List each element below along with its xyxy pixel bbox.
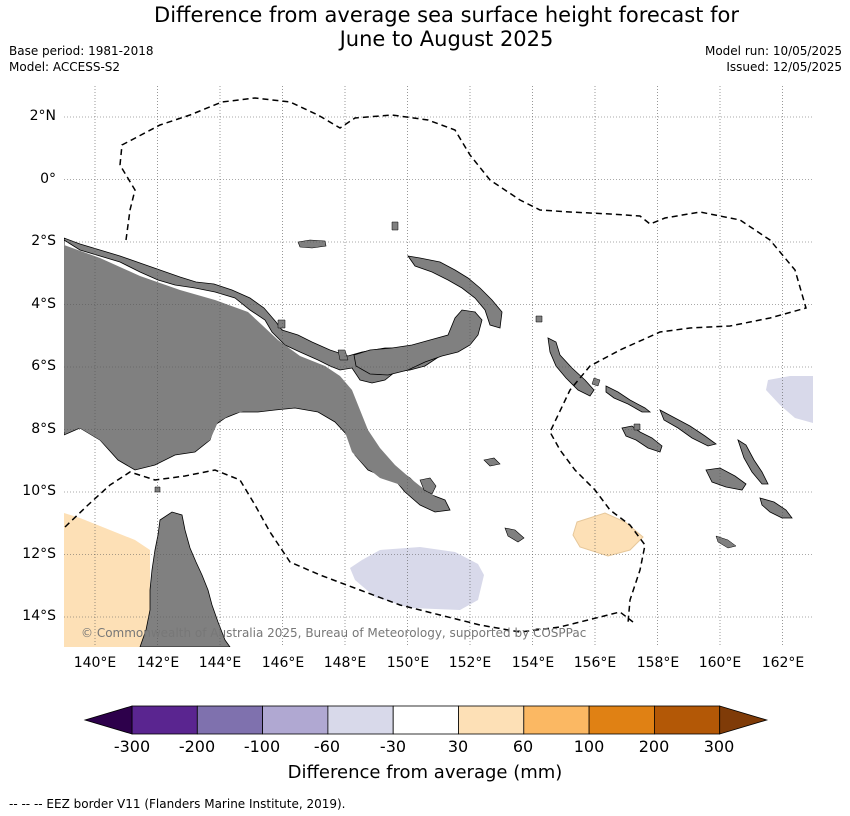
colorbar-label: Difference from average (mm) <box>287 762 563 783</box>
colorbar-tick: 300 <box>703 737 735 756</box>
land-new-britain <box>353 309 483 376</box>
lat-label: 4°S <box>31 296 56 312</box>
colorbar-bin <box>327 705 394 735</box>
lat-label: 14°S <box>22 608 56 624</box>
colorbar-tick: -100 <box>243 737 281 756</box>
colorbar-tick: 100 <box>573 737 605 756</box>
land-santa-isabel <box>659 409 717 447</box>
land-guadalcanal <box>705 467 747 491</box>
model-run: Model run: 10/05/2025 <box>704 44 842 58</box>
colorbar-tick: 60 <box>512 737 534 756</box>
land-choiseul <box>605 385 652 413</box>
map-panel <box>64 86 813 647</box>
land-new-ireland <box>407 255 503 329</box>
lon-label: 160°E <box>698 655 742 671</box>
land-manus <box>297 239 327 249</box>
base-period: Base period: 1981-2018 <box>9 44 154 58</box>
lat-label: 12°S <box>22 546 56 562</box>
eez-footnote: -- -- -- EEZ border V11 (Flanders Marine… <box>9 797 346 811</box>
colorbar-bin <box>262 705 329 735</box>
colorbar-tick: -60 <box>313 737 341 756</box>
colorbar-bin <box>588 705 655 735</box>
colorbar-bin <box>458 705 525 735</box>
colorbar-tick: 200 <box>638 737 670 756</box>
lat-label: 10°S <box>22 483 56 499</box>
lon-label: 148°E <box>323 655 367 671</box>
colorbar-bin <box>392 705 459 735</box>
colorbar-under-arrow <box>83 705 133 735</box>
lon-label: 150°E <box>386 655 430 671</box>
colorbar-over-arrow <box>719 705 769 735</box>
colorbar-tick: -200 <box>178 737 216 756</box>
model-name: Model: ACCESS-S2 <box>9 60 121 74</box>
lon-label: 162°E <box>761 655 805 671</box>
colorbar-bin <box>131 705 198 735</box>
lon-label: 140°E <box>73 655 117 671</box>
colorbar-tick: -300 <box>113 737 151 756</box>
title-line-2: June to August 2025 <box>339 27 554 51</box>
lat-label: 2°S <box>31 233 56 249</box>
land-cape-york <box>139 511 231 647</box>
land-rossel <box>504 527 525 543</box>
negative-anomaly-southeast <box>766 376 813 423</box>
positive-anomaly-southwest <box>64 513 150 647</box>
lat-label: 2°N <box>29 108 56 124</box>
land-malaita <box>737 439 769 485</box>
eez-png-north <box>119 97 807 624</box>
lon-label: 152°E <box>448 655 492 671</box>
colorbar-tick: 30 <box>447 737 469 756</box>
lat-label: 8°S <box>31 421 56 437</box>
map-content <box>64 86 813 647</box>
title-line-1: Difference from average sea surface heig… <box>154 3 739 27</box>
lat-label: 6°S <box>31 358 56 374</box>
lon-label: 154°E <box>511 655 555 671</box>
lon-label: 158°E <box>636 655 680 671</box>
map-title: Difference from average sea surface heig… <box>0 3 850 51</box>
meta-right: Model run: 10/05/2025 Issued: 12/05/2025 <box>705 43 842 75</box>
colorbar-bin <box>523 705 590 735</box>
land-misima <box>483 457 501 467</box>
land-new-guinea-body <box>64 245 440 506</box>
lon-label: 142°E <box>136 655 180 671</box>
negative-anomaly-south <box>350 547 484 610</box>
colorbar-tick: -30 <box>379 737 407 756</box>
issued-date: Issued: 12/05/2025 <box>726 60 842 74</box>
lon-label: 156°E <box>573 655 617 671</box>
lon-label: 144°E <box>198 655 242 671</box>
land-makira <box>759 497 793 519</box>
colorbar-bin <box>654 705 721 735</box>
lon-label: 146°E <box>261 655 305 671</box>
gridlines <box>64 86 813 647</box>
copyright-notice: © Commonwealth of Australia 2025, Bureau… <box>81 626 587 640</box>
eez-borders <box>64 97 807 633</box>
meta-left: Base period: 1981-2018 Model: ACCESS-S2 <box>9 43 154 75</box>
lat-label: 0° <box>40 171 56 187</box>
colorbar-bins <box>83 705 769 735</box>
land-small-islands <box>154 221 737 549</box>
colorbar-bin <box>196 705 264 735</box>
land-dentrecasteaux <box>419 477 437 495</box>
eez-png-south <box>64 469 634 633</box>
positive-anomaly-east <box>572 512 644 557</box>
